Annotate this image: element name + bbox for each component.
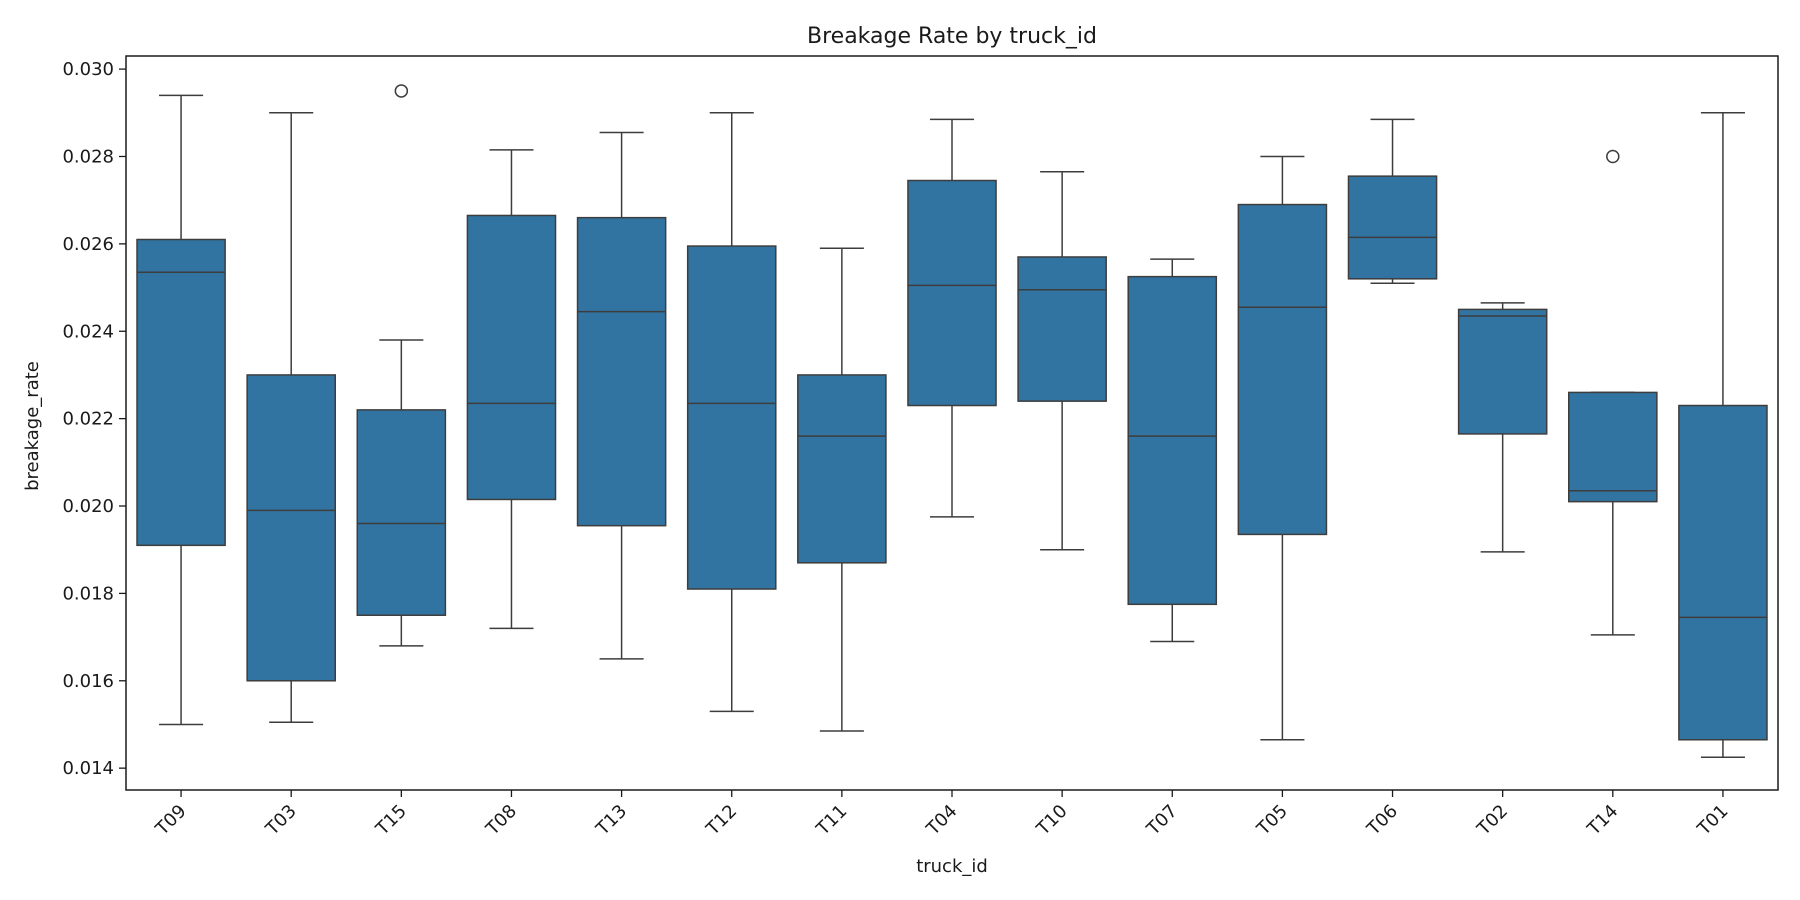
iqr-box [686, 245, 777, 590]
y-tick-label: 0.028 [62, 146, 114, 167]
y-tick-label: 0.024 [62, 321, 114, 342]
x-axis-label: truck_id [916, 856, 988, 877]
x-tick-label: T15 [371, 801, 411, 841]
x-tick-label: T05 [1252, 801, 1292, 841]
plot-area [136, 84, 1768, 758]
box-group-t11 [797, 247, 887, 732]
x-tick-label: T09 [151, 801, 191, 841]
x-tick-label: T03 [261, 801, 301, 841]
iqr-box [1237, 203, 1328, 536]
x-tick-label: T04 [922, 801, 962, 841]
x-tick-label: T11 [812, 801, 852, 841]
iqr-box [797, 374, 887, 564]
y-tick-label: 0.030 [62, 59, 114, 80]
box-group-t07 [1127, 258, 1218, 643]
x-tick-label: T12 [702, 801, 742, 841]
box-group-t15 [356, 84, 447, 647]
x-tick-label: T01 [1693, 801, 1733, 841]
y-tick-label: 0.016 [62, 671, 114, 692]
box-group-t14 [1567, 149, 1658, 636]
box-group-t04 [907, 118, 997, 518]
x-tick-label: T10 [1032, 801, 1072, 841]
y-tick-label: 0.014 [62, 758, 114, 779]
y-tick-label: 0.022 [62, 409, 114, 430]
iqr-box [1347, 175, 1438, 280]
iqr-box [1457, 308, 1548, 435]
outlier-point [1606, 149, 1620, 164]
iqr-box [1017, 256, 1107, 402]
x-tick-label: T02 [1473, 801, 1513, 841]
iqr-box [1678, 404, 1768, 741]
y-tick-label: 0.018 [62, 583, 114, 604]
x-tick-label: T07 [1142, 801, 1182, 841]
iqr-box [246, 374, 337, 682]
box-group-t06 [1347, 118, 1438, 284]
box-group-t02 [1457, 302, 1548, 553]
box-group-t09 [136, 94, 226, 726]
box-group-t03 [246, 112, 337, 724]
iqr-box [136, 238, 226, 547]
outlier-point [394, 84, 409, 98]
box-group-t08 [466, 149, 557, 630]
box-group-t10 [1017, 171, 1107, 551]
x-tick-label: T13 [592, 801, 632, 841]
iqr-box [576, 216, 667, 527]
x-tick-label: T08 [481, 801, 521, 841]
x-tick-label: T14 [1583, 801, 1623, 841]
y-tick-label: 0.020 [62, 496, 114, 517]
iqr-box [907, 179, 997, 407]
box-group-t01 [1678, 112, 1768, 758]
iqr-box [1127, 275, 1218, 606]
y-tick-label: 0.026 [62, 234, 114, 255]
x-tick-label: T06 [1363, 801, 1403, 841]
iqr-box [466, 214, 557, 501]
box-group-t13 [576, 131, 667, 660]
box-group-t05 [1237, 155, 1328, 741]
box-group-t12 [686, 112, 777, 713]
y-axis-label: breakage_rate [22, 361, 43, 491]
chart-title: Breakage Rate by truck_id [807, 24, 1097, 49]
iqr-box [1567, 391, 1658, 503]
iqr-box [356, 409, 447, 616]
